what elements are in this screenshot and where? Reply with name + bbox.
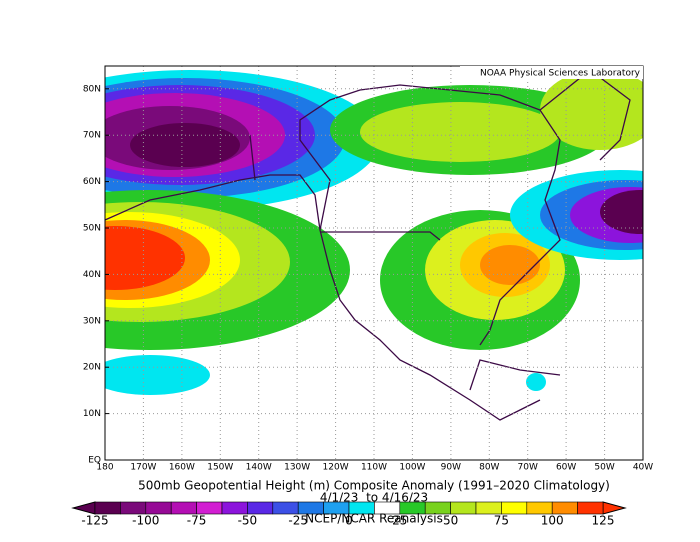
lat-label: EQ bbox=[88, 456, 101, 466]
colorbar-swatch bbox=[196, 501, 223, 515]
lon-label: 90W bbox=[441, 463, 461, 473]
longitude-labels: 180 170W 160W 150W 140W 130W 120W 110W 100W 90W 80… bbox=[96, 463, 653, 473]
lon-label: 110W bbox=[361, 463, 387, 473]
lon-label: 140W bbox=[246, 463, 272, 473]
lat-label: 10N bbox=[83, 409, 101, 419]
lat-label: 60N bbox=[83, 177, 101, 187]
colorbar-swatch bbox=[120, 501, 147, 515]
lat-label: 20N bbox=[83, 363, 101, 373]
credit: NCEP/NCAR Reanalysis bbox=[305, 512, 443, 526]
map-title: 500mb Geopotential Height (m) Composite … bbox=[138, 479, 610, 493]
lon-label: 130W bbox=[284, 463, 310, 473]
colorbar-label: 100 bbox=[541, 514, 564, 528]
lon-label: 100W bbox=[399, 463, 425, 473]
colorbar-swatch bbox=[145, 501, 172, 515]
lat-label: 50N bbox=[83, 224, 101, 234]
source-box bbox=[460, 66, 643, 79]
colorbar-label: 125 bbox=[592, 514, 615, 528]
lon-label: 170W bbox=[130, 463, 156, 473]
lon-label: 50W bbox=[594, 463, 614, 473]
colorbar-swatch bbox=[551, 501, 578, 515]
graticule bbox=[105, 66, 643, 460]
lat-label: 30N bbox=[83, 316, 101, 326]
colorbar-swatch bbox=[501, 501, 528, 515]
lon-label: 40W bbox=[633, 463, 653, 473]
colorbar-label: -75 bbox=[187, 514, 207, 528]
lat-label: 70N bbox=[83, 131, 101, 141]
lon-label: 120W bbox=[323, 463, 349, 473]
colorbar-label: -25 bbox=[288, 514, 308, 528]
colorbar-label: -50 bbox=[238, 514, 258, 528]
colorbar-swatch bbox=[577, 501, 604, 515]
colorbar-label: -100 bbox=[132, 514, 159, 528]
colorbar-arrow-right bbox=[602, 501, 627, 515]
map-frame bbox=[104, 65, 644, 461]
lon-label: 70W bbox=[518, 463, 538, 473]
lon-label: 150W bbox=[207, 463, 233, 473]
colorbar-arrow-left bbox=[71, 501, 96, 515]
colorbar-label: 0 bbox=[345, 514, 353, 528]
colorbar-swatch bbox=[247, 501, 274, 515]
colorbar-swatch bbox=[170, 501, 197, 515]
lon-label: 80W bbox=[479, 463, 499, 473]
colorbar-label: -125 bbox=[81, 514, 108, 528]
colorbar-swatch bbox=[221, 501, 248, 515]
colorbar-label: 75 bbox=[494, 514, 509, 528]
colorbar-label: 25 bbox=[392, 514, 407, 528]
colorbar-swatch bbox=[94, 501, 121, 515]
colorbar-label: 50 bbox=[443, 514, 458, 528]
date-range: 4/1/23 to 4/16/23 bbox=[320, 491, 428, 505]
lat-label: 80N bbox=[83, 84, 101, 94]
lon-label: 180 bbox=[96, 463, 113, 473]
colorbar: -125 -100 -75 -50 -25 0 25 50 75 100 125 bbox=[71, 501, 627, 528]
anomaly-field bbox=[105, 66, 643, 460]
colorbar-swatch bbox=[475, 501, 502, 515]
colorbar-swatch bbox=[450, 501, 477, 515]
source-label: NOAA Physical Sciences Laboratory bbox=[480, 69, 641, 79]
lon-label: 60W bbox=[556, 463, 576, 473]
lon-label: 160W bbox=[169, 463, 195, 473]
colorbar-swatch bbox=[526, 501, 553, 515]
lat-label: 40N bbox=[83, 270, 101, 280]
latitude-labels: EQ 10N 20N 30N 40N 50N 60N 70N 80N bbox=[83, 84, 109, 466]
colorbar-swatch bbox=[272, 501, 299, 515]
